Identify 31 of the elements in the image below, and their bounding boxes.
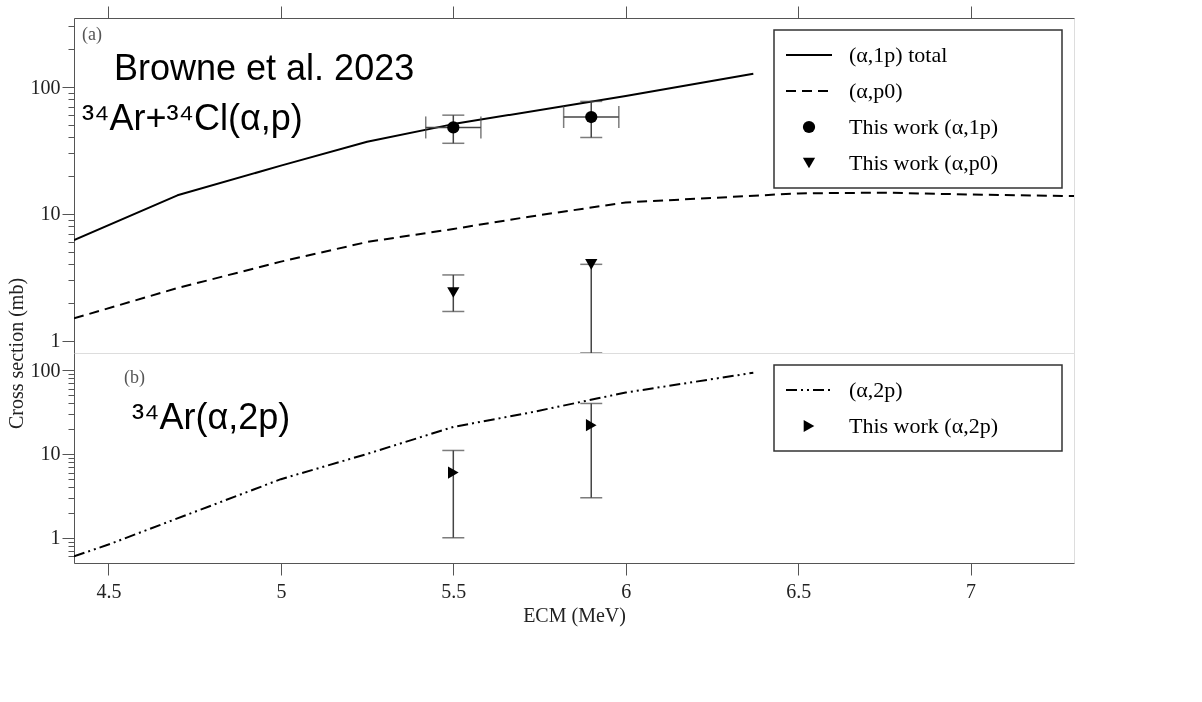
- x-tick-label: 5.5: [441, 579, 467, 602]
- legend-label: (α,2p): [849, 377, 903, 402]
- point: [447, 287, 460, 298]
- point: [585, 259, 598, 270]
- annotation: ³⁴Ar+³⁴Cl(α,p): [82, 97, 303, 138]
- line-series: [74, 371, 755, 558]
- annotation: ³⁴Ar(α,2p): [132, 396, 291, 437]
- x-tick-label: 4.5: [96, 579, 122, 602]
- y-tick-label: 10: [40, 202, 61, 225]
- point: [585, 110, 598, 124]
- x-tick-label: 6.5: [786, 579, 812, 602]
- line-series: [74, 191, 1074, 320]
- legend-label: This work (α,1p): [849, 114, 999, 139]
- annotation: Browne et al. 2023: [114, 47, 415, 88]
- legend-label: (α,1p) total: [849, 42, 948, 67]
- y-tick-label: 1: [50, 329, 61, 352]
- x-tick-label: 5: [276, 579, 287, 602]
- x-axis-title: ECM (MeV): [523, 603, 626, 627]
- point: [447, 121, 460, 134]
- y-axis-title: Cross section (mb): [4, 277, 28, 430]
- y-tick-label: 10: [40, 442, 61, 465]
- annotation: (a): [82, 24, 102, 45]
- annotation: (b): [124, 367, 145, 388]
- x-tick-label: 7: [966, 579, 977, 602]
- x-tick-label: 6: [621, 579, 632, 602]
- y-tick-label: 1: [50, 526, 61, 549]
- y-tick-label: 100: [30, 75, 61, 98]
- legend-label: This work (α,2p): [849, 413, 999, 438]
- legend-label: (α,p0): [849, 78, 903, 103]
- y-tick-label: 100: [30, 358, 61, 381]
- legend-label: This work (α,p0): [849, 150, 999, 175]
